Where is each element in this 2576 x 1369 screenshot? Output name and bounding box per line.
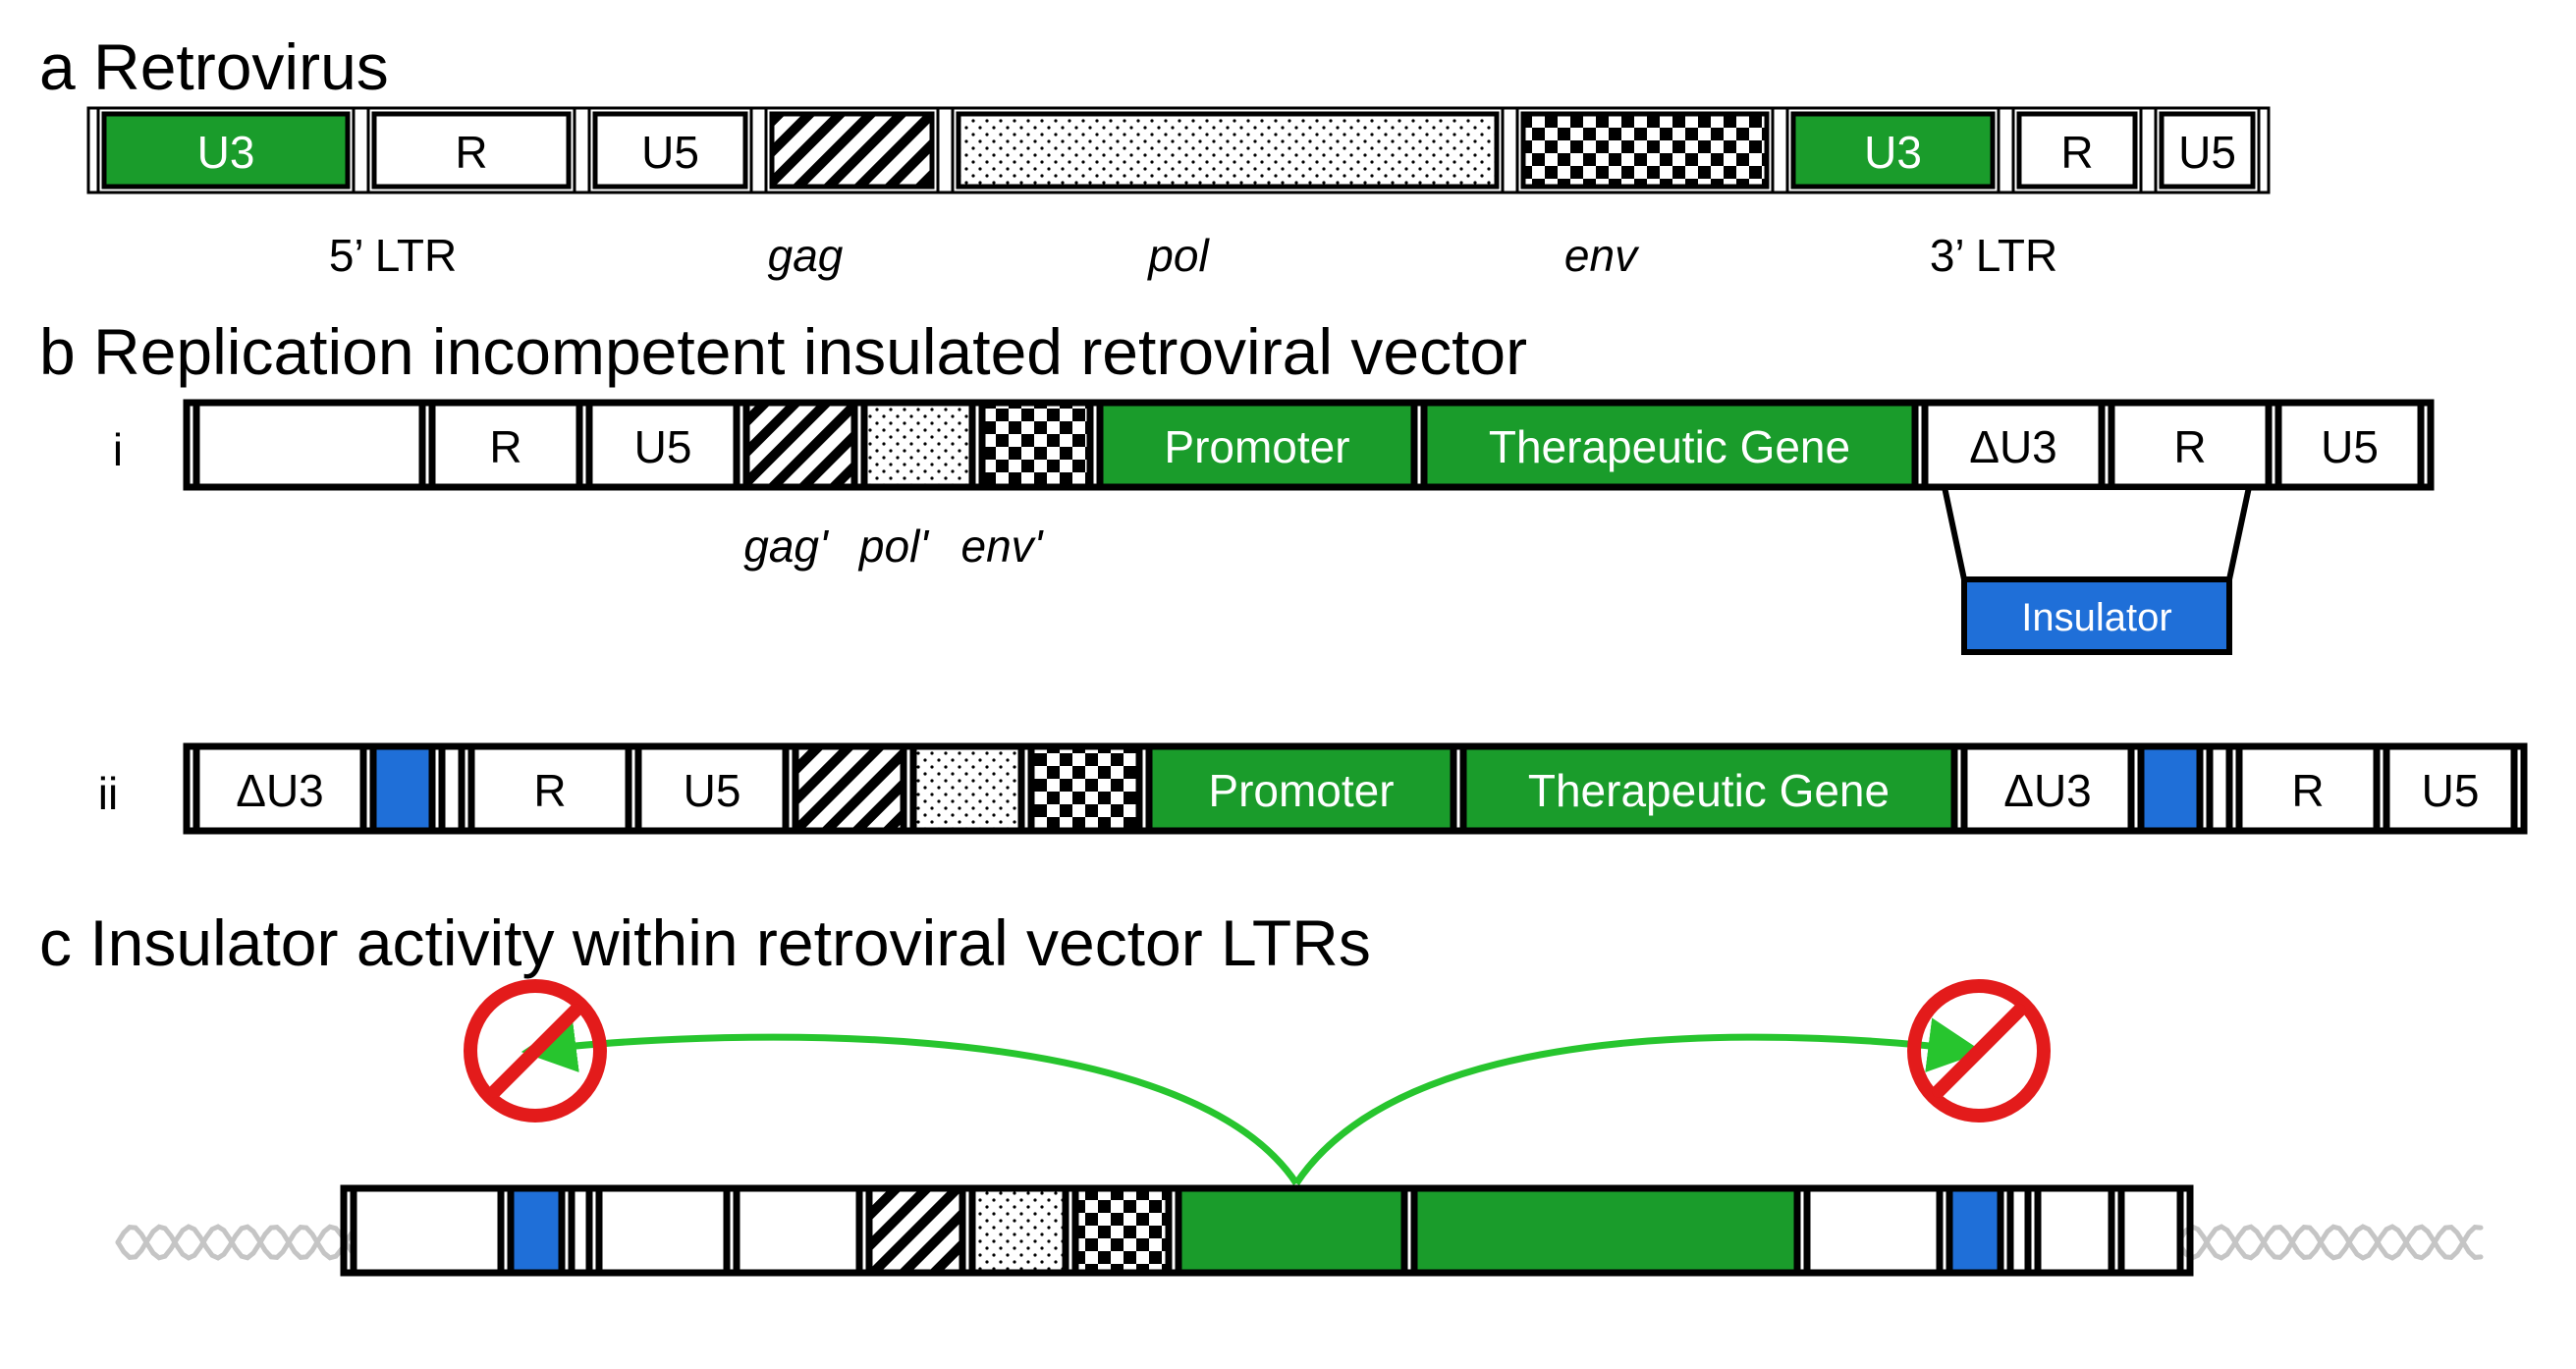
panel-a-below-label: 5’ LTR [329,230,457,281]
panel-b-i-below-label: env' [961,520,1045,572]
segment-label: U5 [2321,421,2379,472]
roman-ii: ii [98,768,118,819]
segment [795,746,904,831]
no-sign [470,986,600,1116]
enhancer-arc-right [1296,1037,1974,1183]
segment [196,403,422,487]
segment-label: U3 [1864,127,1922,178]
segment-label: U5 [641,127,699,178]
segment [1807,1188,1940,1273]
segment [2038,1188,2111,1273]
segment [772,114,932,187]
segment [959,114,1497,187]
segment [1031,746,1139,831]
segment [442,746,462,831]
panel-b-i-below-label: gag' [743,520,830,572]
segment [373,746,432,831]
roman-i: i [113,424,123,475]
segment-row [98,108,2259,192]
segment-row [354,1188,2180,1273]
insulator-trapezoid [1945,487,2249,579]
segment-label: R [2173,421,2206,472]
segment-label: ΔU3 [2003,765,2092,816]
segment [864,403,972,487]
insulator-label: Insulator [2021,596,2171,639]
segment [354,1188,501,1273]
segment [913,746,1021,831]
segment-label: R [2060,127,2093,178]
panel-a-below-label: gag [768,230,844,281]
segment [1949,1188,2001,1273]
segment [869,1188,962,1273]
no-sign [1914,986,2044,1116]
panel-a-below-label: 3’ LTR [1930,230,2057,281]
segment [2210,746,2229,831]
segment [511,1188,562,1273]
segment [1414,1188,1797,1273]
segment-label: Promoter [1208,765,1394,816]
segment [746,403,854,487]
segment-label: ΔU3 [1969,421,2057,472]
segment [1075,1188,1169,1273]
segment-label: U3 [197,127,255,178]
panel-a-heading: a Retrovirus [39,30,389,103]
segment [572,1188,589,1273]
segment-label: Therapeutic Gene [1489,421,1850,472]
panel-c-heading: c Insulator activity within retroviral v… [39,906,1371,979]
panel-b-i-below-label: pol' [857,520,930,572]
segment [2010,1188,2028,1273]
segment [982,403,1090,487]
segment [2121,1188,2180,1273]
panel-a-below-label: env [1564,230,1640,281]
panel-b-heading: b Replication incompetent insulated retr… [39,315,1527,388]
segment-label: U5 [634,421,692,472]
segment [737,1188,859,1273]
segment-label: U5 [2422,765,2480,816]
segment-label: U5 [2178,127,2236,178]
segment-label: R [2291,765,2324,816]
segment-label: Therapeutic Gene [1528,765,1890,816]
segment-label: R [489,421,521,472]
segment-label: R [533,765,566,816]
segment [1178,1188,1404,1273]
segment-label: R [455,127,487,178]
enhancer-arc-left [530,1037,1296,1183]
segment [2141,746,2200,831]
segment-label: ΔU3 [236,765,324,816]
segment-label: Promoter [1164,421,1349,472]
panel-a-below-label: pol [1146,230,1210,281]
segment-label: U5 [684,765,741,816]
segment [1523,114,1767,187]
segment [972,1188,1066,1273]
segment [599,1188,727,1273]
